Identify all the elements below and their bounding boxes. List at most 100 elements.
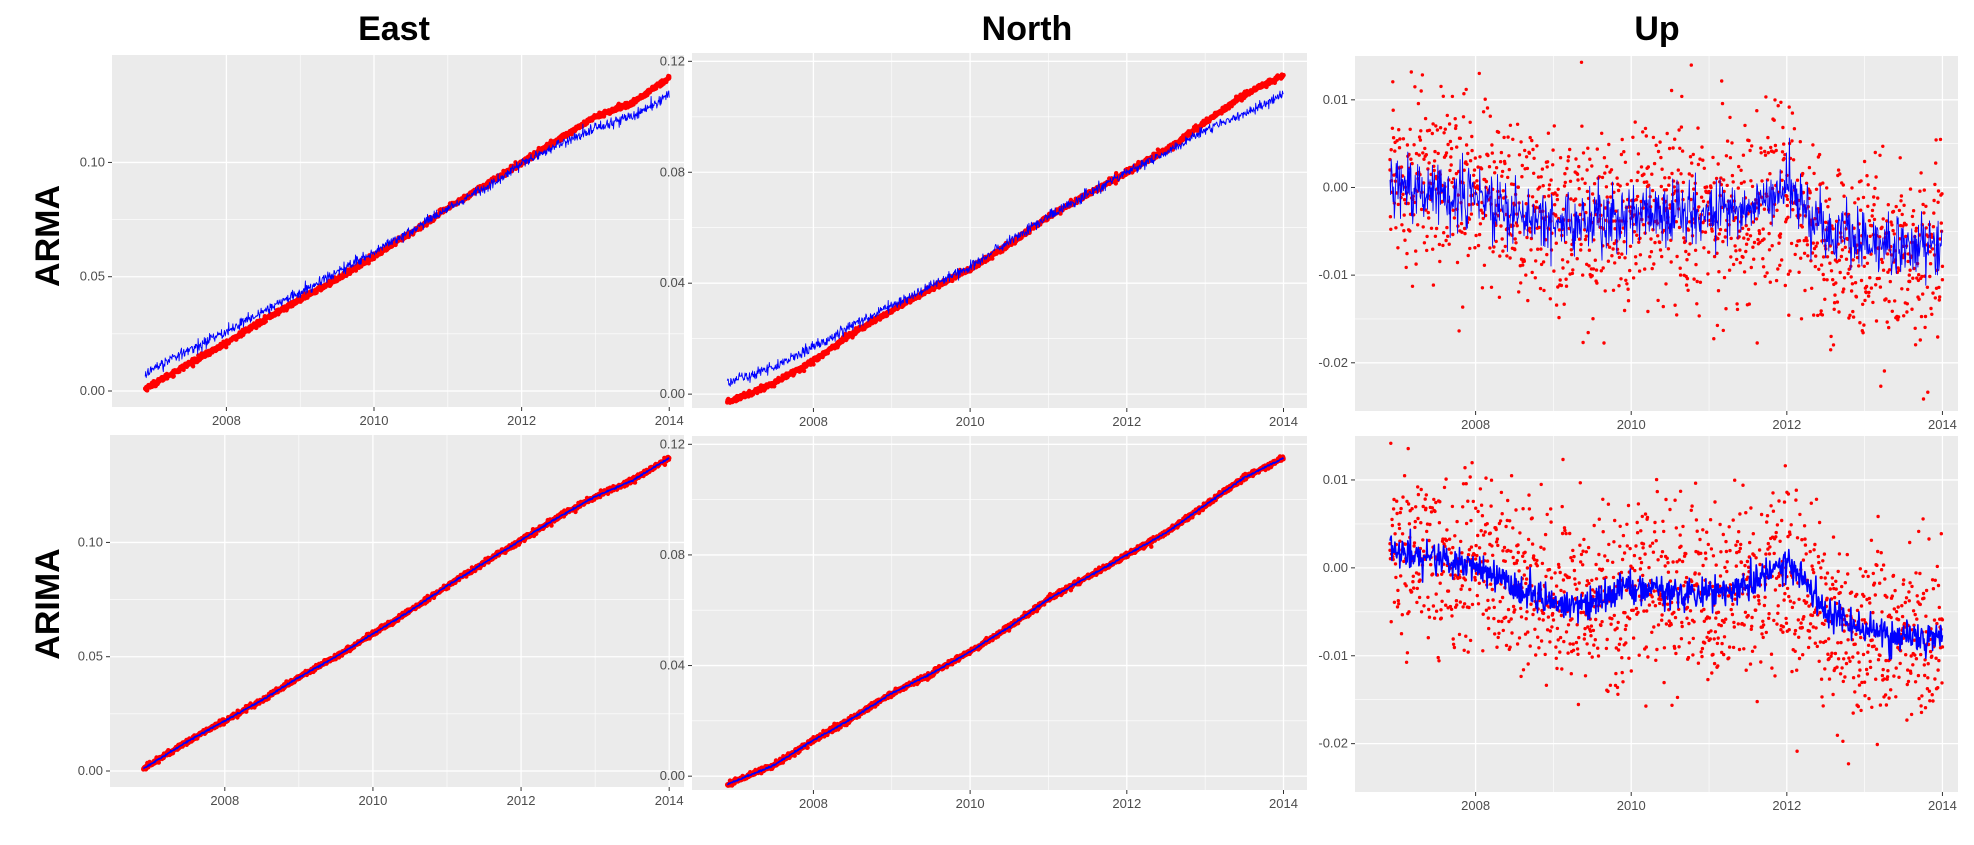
observed-point xyxy=(1658,140,1662,144)
observed-point xyxy=(1547,194,1551,198)
observed-point xyxy=(1409,157,1413,161)
observed-point xyxy=(1721,239,1725,244)
observed-point xyxy=(1667,176,1671,180)
observed-point xyxy=(1920,274,1924,279)
observed-point xyxy=(1678,146,1682,150)
observed-point xyxy=(1677,225,1682,230)
observed-point xyxy=(1525,235,1529,240)
observed-point xyxy=(1422,157,1426,161)
observed-point xyxy=(1433,234,1438,238)
observed-point xyxy=(1889,220,1893,224)
observed-point xyxy=(1865,261,1870,265)
observed-point xyxy=(1893,299,1897,303)
observed-point xyxy=(1810,286,1814,290)
observed-point xyxy=(1601,266,1605,270)
observed-point xyxy=(1782,142,1786,146)
observed-point xyxy=(1462,226,1467,231)
observed-point xyxy=(171,373,176,379)
observed-point xyxy=(1739,168,1743,172)
observed-point xyxy=(1749,179,1753,183)
observed-point xyxy=(1938,137,1943,142)
observed-point xyxy=(1400,223,1404,227)
observed-point xyxy=(1396,246,1400,250)
observed-point xyxy=(1689,63,1694,67)
observed-point xyxy=(1643,267,1647,271)
observed-point xyxy=(1643,231,1647,235)
observed-point xyxy=(1900,212,1904,217)
observed-point xyxy=(1631,135,1635,139)
observed-point xyxy=(1536,175,1541,179)
observed-point xyxy=(1554,303,1559,307)
x-tick-label: 2008 xyxy=(1461,417,1490,432)
observed-point xyxy=(1560,258,1565,262)
observed-point xyxy=(1705,185,1709,189)
observed-point xyxy=(1625,182,1630,186)
observed-point xyxy=(1940,278,1945,282)
observed-point xyxy=(1681,180,1686,185)
observed-point xyxy=(1521,263,1525,267)
observed-point xyxy=(1740,226,1745,230)
observed-point xyxy=(1554,214,1558,218)
observed-point xyxy=(1922,211,1926,215)
observed-point xyxy=(1457,329,1461,333)
observed-point xyxy=(1868,234,1872,238)
observed-point xyxy=(1526,298,1530,303)
observed-point xyxy=(1619,152,1624,157)
observed-point xyxy=(1814,187,1819,191)
observed-point xyxy=(1537,225,1542,230)
observed-point xyxy=(1809,259,1813,263)
panel-background xyxy=(692,53,1307,408)
observed-point xyxy=(1431,122,1435,126)
observed-point xyxy=(1842,194,1846,198)
observed-point xyxy=(1402,229,1406,233)
observed-point xyxy=(1834,281,1838,285)
observed-point xyxy=(1734,249,1738,253)
observed-point xyxy=(1517,290,1521,294)
observed-point xyxy=(1623,256,1627,260)
observed-point xyxy=(1914,229,1918,233)
observed-point xyxy=(1648,255,1652,259)
observed-point xyxy=(1654,143,1658,147)
observed-point xyxy=(1397,128,1401,132)
observed-point xyxy=(1568,147,1572,152)
observed-point xyxy=(1896,315,1901,319)
observed-point xyxy=(1577,187,1581,191)
observed-point xyxy=(1242,92,1247,97)
observed-point xyxy=(1443,127,1448,131)
observed-point xyxy=(1870,224,1874,228)
observed-point xyxy=(1389,148,1393,152)
observed-point xyxy=(1851,315,1856,319)
observed-point xyxy=(1911,276,1915,280)
observed-point xyxy=(1551,163,1555,167)
observed-point xyxy=(1748,234,1753,238)
observed-point xyxy=(1421,181,1426,185)
observed-point xyxy=(1590,164,1594,168)
observed-point xyxy=(1403,238,1407,242)
observed-point xyxy=(1787,313,1791,317)
observed-point xyxy=(1781,125,1785,130)
observed-point xyxy=(1563,180,1568,185)
observed-point xyxy=(1451,208,1455,212)
observed-point xyxy=(1904,223,1908,227)
observed-point xyxy=(1488,114,1493,118)
observed-point xyxy=(1623,160,1628,164)
observed-point xyxy=(1778,232,1783,236)
observed-point xyxy=(1916,278,1921,283)
row-title-arma: ARMA xyxy=(29,185,67,287)
x-tick-label: 2010 xyxy=(1617,417,1646,432)
observed-point xyxy=(1725,139,1730,143)
observed-point xyxy=(1938,237,1942,241)
observed-point xyxy=(1871,300,1875,305)
observed-point xyxy=(1823,297,1827,301)
observed-point xyxy=(1783,153,1787,157)
observed-point xyxy=(1460,230,1464,234)
observed-point xyxy=(1558,278,1562,282)
observed-point xyxy=(1586,146,1590,150)
observed-point xyxy=(1724,154,1729,158)
observed-point xyxy=(1163,147,1169,153)
observed-point xyxy=(1499,150,1504,155)
observed-point xyxy=(1481,216,1485,221)
observed-point xyxy=(1672,185,1677,189)
observed-point xyxy=(1450,180,1454,185)
observed-point xyxy=(1693,248,1698,252)
